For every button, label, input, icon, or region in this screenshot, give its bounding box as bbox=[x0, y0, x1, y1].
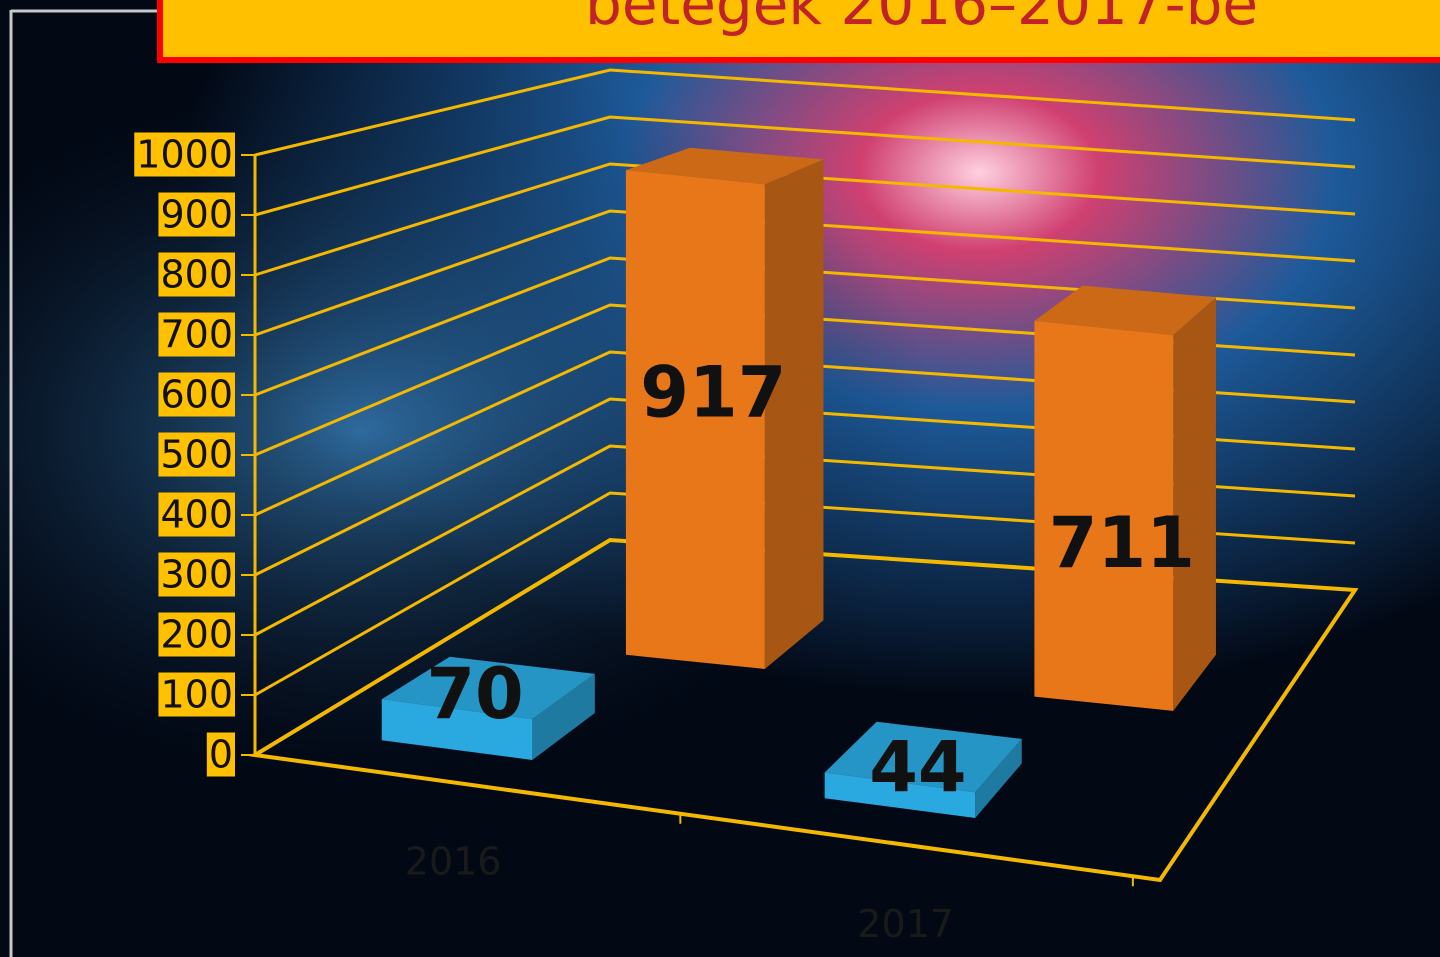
y-tick-label: 400 bbox=[160, 493, 233, 537]
bar-front bbox=[824, 772, 976, 818]
x-tick-label: 2017 bbox=[857, 902, 954, 946]
value-label: 70 bbox=[426, 653, 523, 735]
y-tick-label-bg bbox=[158, 192, 235, 237]
bar-top bbox=[824, 721, 1022, 793]
bar bbox=[381, 656, 595, 760]
bar-top bbox=[1034, 285, 1216, 336]
grid-line bbox=[254, 68, 1356, 157]
y-tick-label: 100 bbox=[160, 673, 233, 717]
y-tick-label-bg bbox=[158, 252, 235, 297]
bar-front bbox=[625, 170, 765, 669]
bar-top bbox=[381, 656, 595, 720]
bar bbox=[1034, 285, 1216, 711]
y-tick-label: 0 bbox=[209, 733, 233, 777]
bar-front bbox=[381, 699, 533, 760]
title-bar bbox=[157, 0, 1440, 63]
y-tick-label-bg bbox=[134, 132, 235, 177]
y-tick-label-bg bbox=[158, 552, 235, 597]
y-tick-label: 200 bbox=[160, 613, 233, 657]
y-tick-label-bg bbox=[158, 432, 235, 477]
y-tick-label: 700 bbox=[160, 313, 233, 357]
y-tick-label-bg bbox=[158, 372, 235, 417]
bar-side bbox=[764, 159, 824, 669]
grid-line bbox=[254, 162, 1356, 277]
bar-side bbox=[532, 673, 595, 760]
bar bbox=[625, 147, 824, 669]
y-tick-label-bg bbox=[158, 672, 235, 717]
y-tick-label: 500 bbox=[160, 433, 233, 477]
bar-top bbox=[625, 147, 824, 185]
y-tick-label: 800 bbox=[160, 253, 233, 297]
bar-front bbox=[1034, 320, 1174, 711]
chart-title: betegek 2016–2017-be bbox=[585, 0, 1258, 38]
y-tick-label: 1000 bbox=[136, 133, 233, 177]
plot: 0 100 200 300 400 500 600 700 800 900 1000 917 711 70… bbox=[134, 68, 1359, 946]
bar-side bbox=[975, 738, 1022, 818]
grid-line bbox=[254, 115, 1356, 217]
y-tick-label-bg bbox=[158, 492, 235, 537]
value-label: 44 bbox=[869, 726, 966, 808]
bar bbox=[824, 721, 1022, 818]
grid-line bbox=[254, 209, 1356, 337]
value-label: 917 bbox=[640, 351, 786, 433]
x-tick-label: 2016 bbox=[405, 839, 502, 883]
y-tick-label: 300 bbox=[160, 553, 233, 597]
y-tick-label: 900 bbox=[160, 193, 233, 237]
y-tick-label: 600 bbox=[160, 373, 233, 417]
y-tick-label-bg bbox=[158, 312, 235, 357]
bar-side bbox=[1173, 297, 1216, 711]
value-label: 711 bbox=[1049, 502, 1195, 584]
y-tick-label-bg bbox=[158, 612, 235, 657]
y-tick-label-bg bbox=[206, 732, 235, 777]
